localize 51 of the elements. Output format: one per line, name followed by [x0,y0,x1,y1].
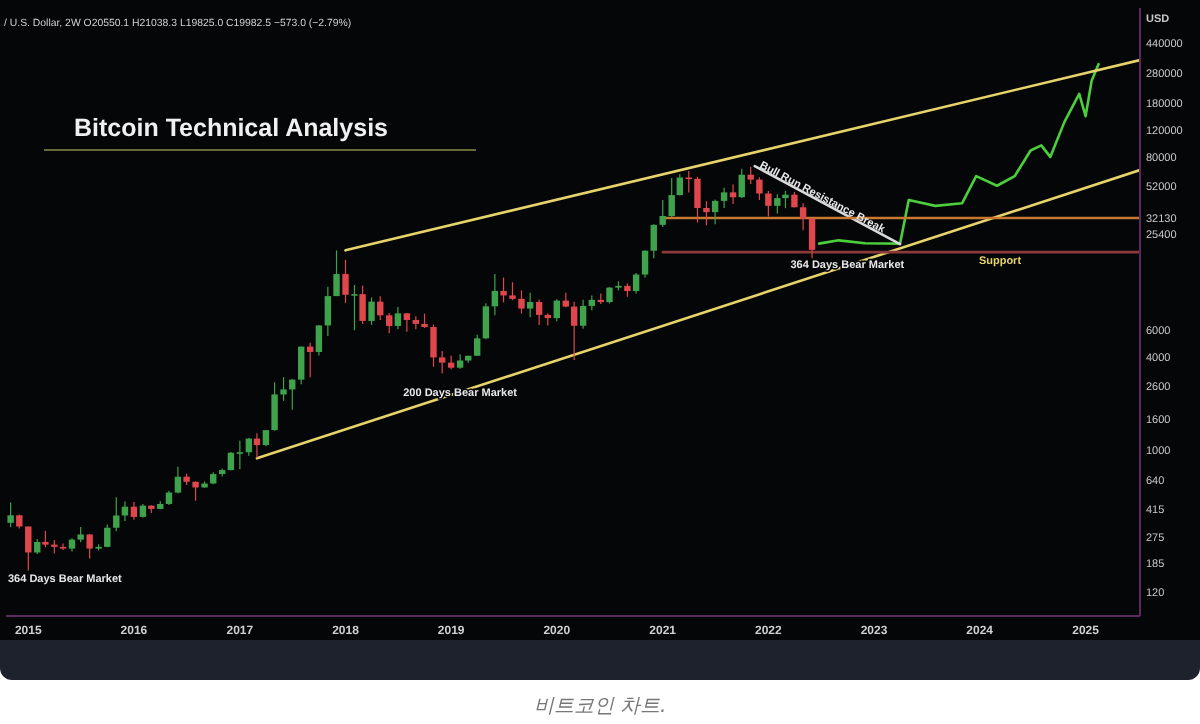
candlestick [756,176,763,201]
candlestick [694,176,701,224]
candlestick [271,381,278,432]
candlestick [25,525,32,572]
candlestick [482,302,490,340]
candlestick [113,496,120,532]
candlestick [333,249,340,297]
candlestick [641,249,649,279]
candlestick [359,284,366,325]
candlestick [570,301,578,361]
candlestick [324,286,332,337]
candlestick [394,306,402,330]
candlestick [703,200,710,226]
candlestick [447,355,455,370]
candlestick [518,289,525,315]
candlestick [430,323,437,368]
candlestick [720,187,728,209]
text: 비트코인 차트. [533,696,667,718]
candlestick [774,193,781,215]
candlestick [438,350,446,375]
candlestick [491,273,499,316]
candlestick [526,292,534,318]
text: Bitcoin Technical Analysis [74,114,389,142]
candlestick [738,168,745,199]
candlestick [351,284,358,331]
candlestick [632,272,640,295]
candlestick [535,298,543,326]
candlestick [553,298,560,322]
candlestick [386,312,393,334]
candlestick [500,276,507,303]
candlestick [456,353,464,370]
candlestick [711,198,719,225]
candlestick [315,324,323,357]
candlestick [808,217,816,259]
candlestick [650,223,657,259]
candlestick [280,376,287,402]
candlestick [403,312,411,333]
candlestick [342,259,349,304]
candlestick [729,183,737,205]
candlestick [765,190,772,217]
candlestick [174,466,182,495]
candlestick [192,480,199,502]
candlestick [668,177,675,219]
candlestick [659,199,666,228]
candlestick [579,299,587,330]
candlestick [298,346,305,385]
candlestick [86,533,93,560]
candlestick [121,500,129,522]
candlestick [236,440,244,470]
candlestick [368,296,375,326]
candlestick [7,502,14,528]
